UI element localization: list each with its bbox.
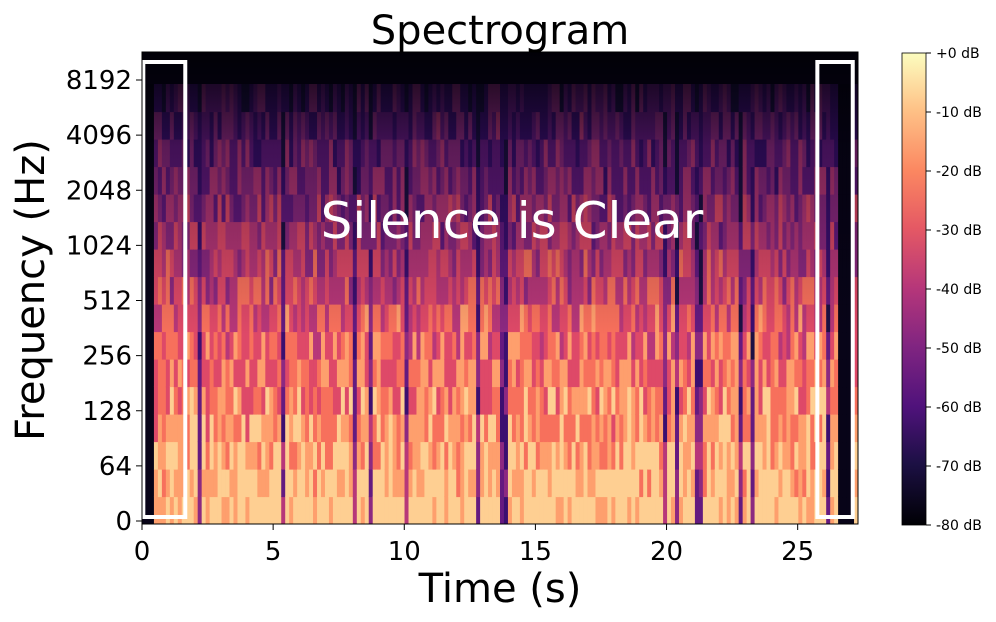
colorbar-tick-label: -40 dB xyxy=(936,282,982,298)
silence-region-box xyxy=(815,60,855,519)
y-tick-label: 8192 xyxy=(66,66,132,96)
x-axis-label: Time (s) xyxy=(418,566,582,612)
x-tick-label: 5 xyxy=(265,537,282,567)
y-axis: 0 64 128 256 512 1024 2048 4096 8192 xyxy=(66,66,142,537)
colorbar-tick-label: -60 dB xyxy=(936,400,982,416)
colorbar-tick-label: -30 dB xyxy=(936,223,982,239)
x-tick-label: 10 xyxy=(388,537,421,567)
y-tick-label: 256 xyxy=(82,342,132,372)
colorbar-ticks: +0 dB -10 dB -20 dB -30 dB -40 dB -50 dB -60 d… xyxy=(926,46,982,534)
x-tick-label: 20 xyxy=(650,537,683,567)
x-tick-label: 25 xyxy=(781,537,814,567)
plot-frame xyxy=(141,51,859,525)
y-tick-label: 512 xyxy=(82,287,132,317)
colorbar-gradient xyxy=(901,52,927,526)
colorbar-tick-label: +0 dB xyxy=(936,46,980,62)
colorbar-tick-label: -20 dB xyxy=(936,164,982,180)
y-tick-label: 4096 xyxy=(66,121,132,151)
annotation-text: Silence is Clear xyxy=(321,192,704,250)
colorbar-tick-label: -70 dB xyxy=(936,459,982,475)
y-tick-label: 2048 xyxy=(66,176,132,206)
y-tick-label: 128 xyxy=(82,397,132,427)
chart-title: Spectrogram xyxy=(371,8,629,54)
y-tick-label: 1024 xyxy=(66,231,132,261)
colorbar: +0 dB -10 dB -20 dB -30 dB -40 dB -50 dB -60 d… xyxy=(901,46,982,534)
x-axis: 0 5 10 15 20 25 xyxy=(134,524,814,567)
colorbar-tick-label: -50 dB xyxy=(936,341,982,357)
x-tick-label: 0 xyxy=(134,537,151,567)
y-tick-label: 0 xyxy=(115,507,132,537)
silence-region-box xyxy=(141,60,188,519)
colorbar-tick-label: -80 dB xyxy=(936,518,982,534)
y-axis-label: Frequency (Hz) xyxy=(8,139,54,441)
x-tick-label: 15 xyxy=(519,537,552,567)
plot-area: Silence is Clear xyxy=(141,51,859,525)
y-tick-label: 64 xyxy=(99,452,132,482)
high-frequency-shade xyxy=(142,52,858,524)
colorbar-tick-label: -10 dB xyxy=(936,105,982,121)
silence-highlights xyxy=(141,60,855,519)
